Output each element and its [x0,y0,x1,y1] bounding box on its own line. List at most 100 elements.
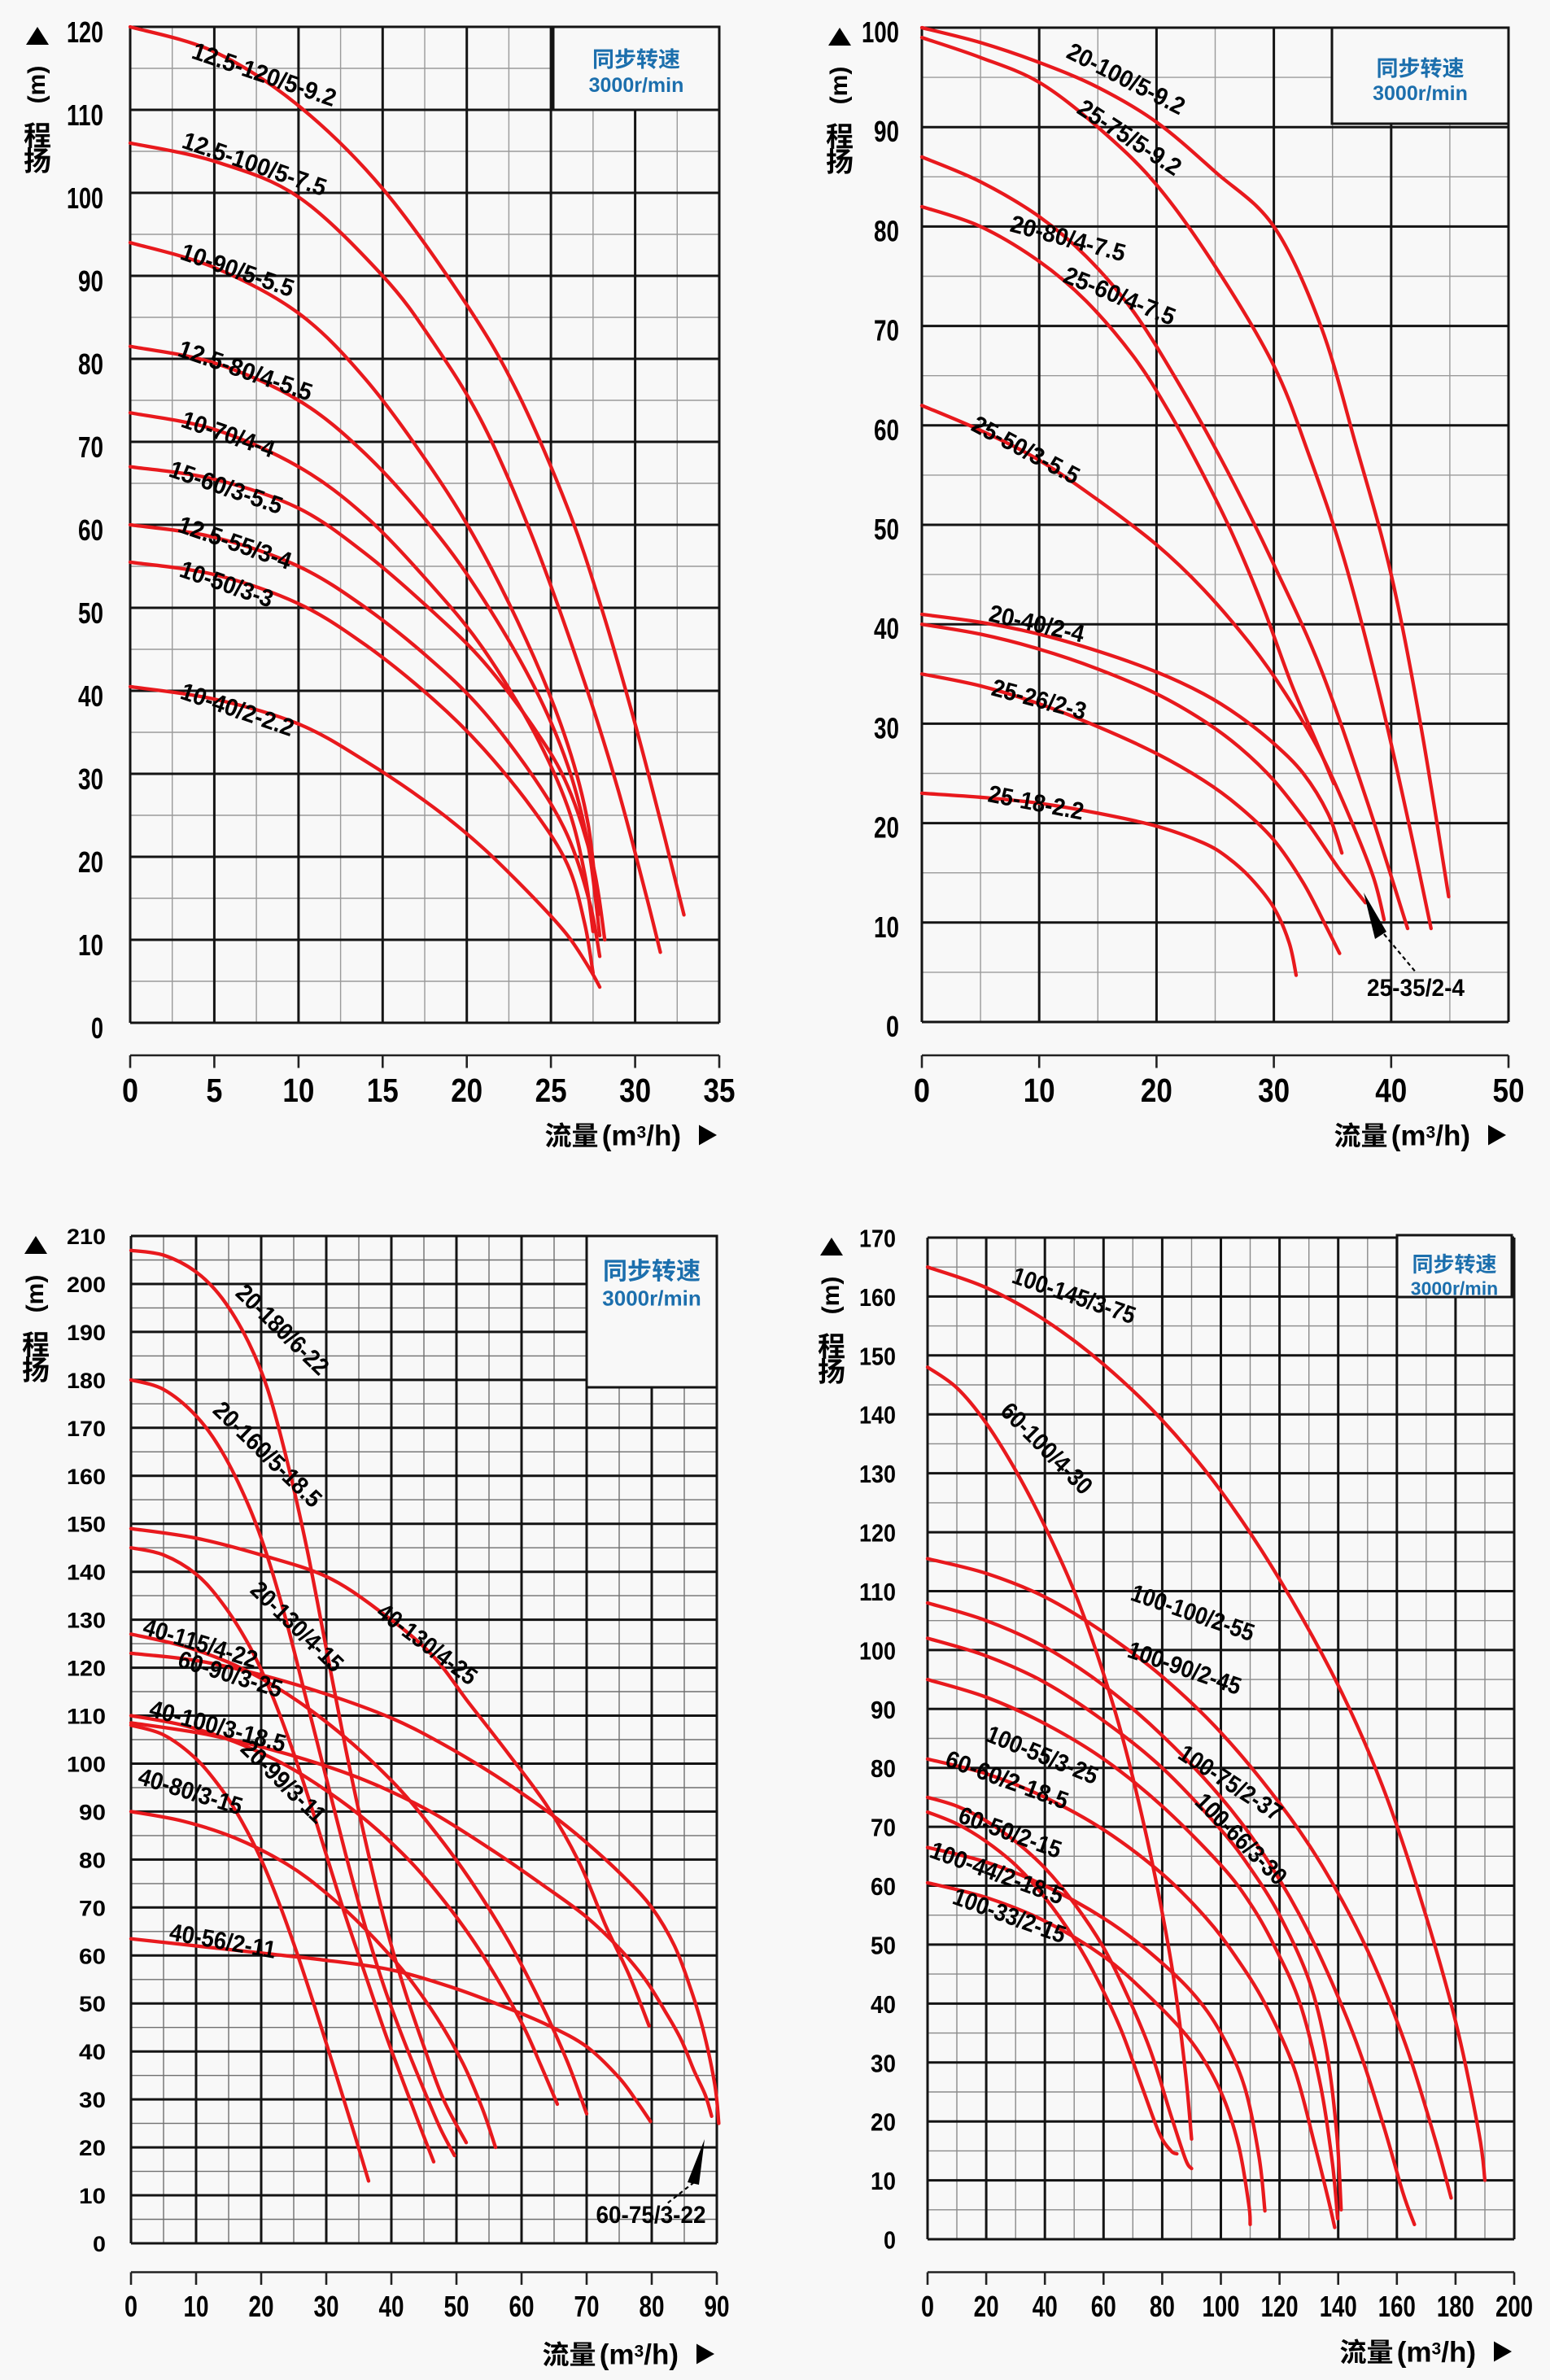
svg-text:20: 20 [78,845,103,879]
svg-text:110: 110 [67,1705,106,1729]
svg-text:150: 150 [859,1342,896,1370]
svg-text:30: 30 [79,2088,106,2112]
svg-text:0: 0 [921,2290,934,2323]
svg-text:40: 40 [79,2040,106,2064]
svg-text:120: 120 [859,1519,896,1548]
svg-text:40: 40 [78,679,103,713]
svg-text:60: 60 [1091,2290,1116,2323]
svg-text:30: 30 [871,2049,896,2077]
svg-text:50: 50 [871,1931,896,1959]
svg-text:0: 0 [91,1011,103,1045]
svg-text:70: 70 [871,1814,896,1842]
svg-text:10: 10 [871,2167,896,2195]
svg-text:160: 160 [1378,2290,1416,2323]
svg-text:20: 20 [974,2290,999,2323]
svg-text:140: 140 [1320,2290,1357,2323]
svg-text:20: 20 [871,2108,896,2137]
svg-text:10: 10 [78,928,103,962]
svg-text:100: 100 [862,15,899,49]
svg-text:0: 0 [93,2232,106,2256]
svg-text:30: 30 [78,762,103,796]
svg-text:80: 80 [79,1848,106,1872]
svg-text:0: 0 [886,1010,899,1043]
svg-text:110: 110 [67,98,103,132]
svg-text:40: 40 [874,612,899,645]
svg-text:190: 190 [67,1321,106,1345]
svg-text:70: 70 [874,314,899,347]
svg-text:80: 80 [1150,2290,1175,2323]
svg-text:15: 15 [367,1072,399,1109]
svg-text:70: 70 [79,1896,106,1920]
svg-text:110: 110 [859,1578,896,1606]
svg-text:170: 170 [67,1417,106,1441]
svg-text:(m3/h): (m3/h) [1397,2337,1476,2369]
svg-text:50: 50 [79,1992,106,2016]
svg-text:50: 50 [1493,1072,1525,1109]
svg-text:5: 5 [206,1072,222,1109]
svg-text:100: 100 [67,181,103,215]
svg-text:(m3/h): (m3/h) [600,2339,679,2371]
svg-text:160: 160 [67,1465,106,1489]
svg-text:(m): (m) [24,66,50,104]
svg-text:130: 130 [859,1460,896,1488]
svg-text:120: 120 [67,15,103,49]
svg-text:90: 90 [79,1800,106,1824]
svg-text:0: 0 [914,1072,930,1109]
svg-text:80: 80 [78,347,103,381]
svg-text:0: 0 [122,1072,138,1109]
svg-text:80: 80 [640,2290,665,2323]
svg-text:160: 160 [859,1283,896,1312]
svg-text:30: 30 [314,2290,339,2323]
svg-text:3000r/min: 3000r/min [1411,1277,1498,1299]
svg-text:170: 170 [859,1225,896,1253]
svg-text:140: 140 [859,1401,896,1430]
svg-text:10: 10 [184,2290,209,2323]
svg-text:50: 50 [444,2290,469,2323]
svg-text:10: 10 [282,1072,314,1109]
svg-text:200: 200 [67,1273,106,1297]
svg-text:10: 10 [1024,1072,1055,1109]
svg-text:50: 50 [78,596,103,630]
svg-text:20: 20 [451,1072,482,1109]
svg-text:130: 130 [67,1609,106,1633]
svg-text:60: 60 [79,1944,106,1968]
svg-text:50: 50 [874,513,899,546]
svg-text:20: 20 [874,811,899,845]
svg-text:70: 70 [78,430,103,464]
svg-text:0: 0 [884,2226,896,2255]
svg-text:90: 90 [871,1696,896,1724]
svg-text:140: 140 [67,1561,106,1585]
svg-text:180: 180 [1437,2290,1474,2323]
svg-text:35: 35 [704,1072,736,1109]
svg-text:60: 60 [871,1872,896,1901]
svg-text:100: 100 [1203,2290,1240,2323]
svg-text:(m): (m) [826,67,853,105]
svg-text:20: 20 [79,2136,106,2160]
svg-text:60: 60 [874,413,899,447]
svg-text:90: 90 [705,2290,730,2323]
svg-text:20: 20 [1141,1072,1172,1109]
svg-text:3000r/min: 3000r/min [589,74,684,97]
svg-text:80: 80 [871,1754,896,1783]
svg-text:100: 100 [67,1753,106,1777]
svg-text:120: 120 [1261,2290,1299,2323]
svg-text:20: 20 [249,2290,274,2323]
svg-text:100: 100 [859,1636,896,1665]
svg-text:70: 70 [574,2290,600,2323]
svg-text:3000r/min: 3000r/min [602,1286,701,1310]
svg-text:0: 0 [124,2290,138,2323]
svg-text:40: 40 [1033,2290,1058,2323]
svg-text:25: 25 [535,1072,567,1109]
svg-text:120: 120 [67,1657,106,1681]
svg-text:180: 180 [67,1369,106,1393]
svg-text:30: 30 [874,711,899,745]
svg-text:(m): (m) [22,1275,49,1313]
svg-text:10: 10 [79,2184,106,2208]
svg-text:25-35/2-4: 25-35/2-4 [1367,975,1465,1002]
svg-text:210: 210 [67,1225,106,1249]
svg-text:40: 40 [379,2290,404,2323]
svg-text:90: 90 [874,115,899,148]
svg-text:30: 30 [619,1072,651,1109]
svg-text:60: 60 [78,513,103,547]
svg-text:150: 150 [67,1513,106,1537]
